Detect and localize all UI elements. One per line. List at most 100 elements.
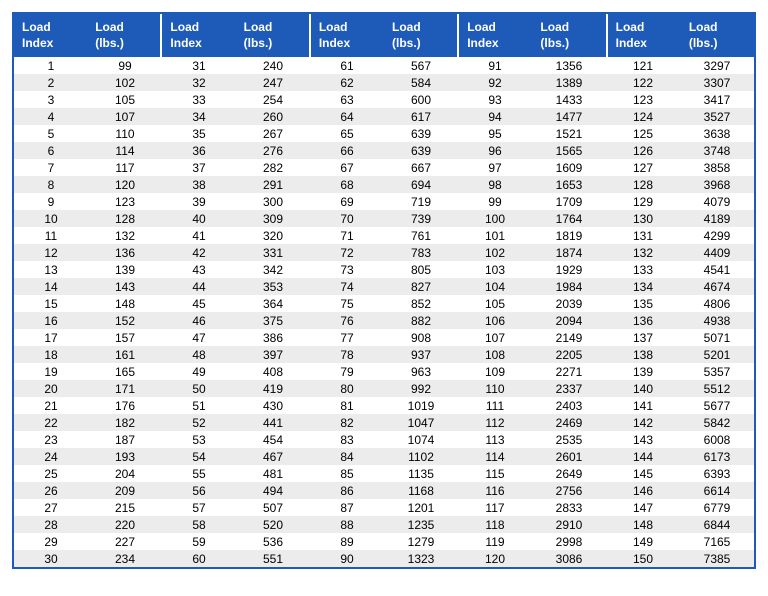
cell-load-index: 38 xyxy=(162,176,236,193)
cell-group: 199 xyxy=(14,57,162,74)
cell-load-index: 88 xyxy=(310,516,384,533)
cell-load-lbs: 132 xyxy=(88,227,162,244)
cell-group: 1041984 xyxy=(458,278,606,295)
table-row: 310533254636009314331233417 xyxy=(14,91,754,108)
cell-load-index: 67 xyxy=(310,159,384,176)
cell-group: 8120 xyxy=(14,176,162,193)
cell-group: 901323 xyxy=(310,550,458,567)
cell-load-lbs: 584 xyxy=(384,74,458,91)
table-row: 20171504198099211023371405512 xyxy=(14,380,754,397)
cell-group: 37282 xyxy=(162,159,310,176)
cell-load-lbs: 1168 xyxy=(384,482,458,499)
cell-group: 80992 xyxy=(310,380,458,397)
cell-load-index: 149 xyxy=(606,533,680,550)
cell-load-lbs: 107 xyxy=(88,108,162,125)
cell-load-index: 30 xyxy=(14,550,88,567)
cell-load-lbs: 2094 xyxy=(532,312,606,329)
cell-load-lbs: 282 xyxy=(236,159,310,176)
table-row: 252045548185113511526491456393 xyxy=(14,465,754,482)
cell-group: 941477 xyxy=(458,108,606,125)
cell-group: 851135 xyxy=(310,465,458,482)
cell-load-index: 46 xyxy=(162,312,236,329)
table-row: 221825244182104711224691425842 xyxy=(14,414,754,431)
cell-load-lbs: 6844 xyxy=(680,516,754,533)
cell-load-lbs: 220 xyxy=(88,516,162,533)
cell-load-lbs: 520 xyxy=(236,516,310,533)
cell-load-lbs: 1819 xyxy=(532,227,606,244)
cell-load-lbs: 204 xyxy=(88,465,162,482)
cell-load-lbs: 667 xyxy=(384,159,458,176)
cell-load-index: 132 xyxy=(606,244,680,261)
cell-load-index: 36 xyxy=(162,142,236,159)
cell-load-index: 136 xyxy=(606,312,680,329)
cell-load-index: 14 xyxy=(14,278,88,295)
table-row: 812038291686949816531283968 xyxy=(14,176,754,193)
cell-load-index: 108 xyxy=(458,346,532,363)
cell-group: 931433 xyxy=(458,91,606,108)
cell-load-lbs: 234 xyxy=(88,550,162,567)
cell-group: 69719 xyxy=(310,193,458,210)
cell-load-index: 59 xyxy=(162,533,236,550)
cell-load-lbs: 3417 xyxy=(680,91,754,108)
cell-group: 47386 xyxy=(162,329,310,346)
cell-group: 921389 xyxy=(458,74,606,91)
cell-load-lbs: 441 xyxy=(236,414,310,431)
cell-group: 811019 xyxy=(310,397,458,414)
cell-load-lbs: 4938 xyxy=(680,312,754,329)
cell-load-index: 101 xyxy=(458,227,532,244)
cell-group: 14143 xyxy=(14,278,162,295)
cell-load-lbs: 507 xyxy=(236,499,310,516)
cell-load-lbs: 375 xyxy=(236,312,310,329)
cell-load-lbs: 3527 xyxy=(680,108,754,125)
cell-load-lbs: 176 xyxy=(88,397,162,414)
cell-group: 31240 xyxy=(162,57,310,74)
cell-group: 5110 xyxy=(14,125,162,142)
cell-load-lbs: 120 xyxy=(88,176,162,193)
cell-group: 39300 xyxy=(162,193,310,210)
cell-load-lbs: 3086 xyxy=(532,550,606,567)
table-row: 241935446784110211426011446173 xyxy=(14,448,754,465)
cell-load-index: 1 xyxy=(14,57,88,74)
cell-load-lbs: 4409 xyxy=(680,244,754,261)
cell-group: 68694 xyxy=(310,176,458,193)
cell-load-lbs: 209 xyxy=(88,482,162,499)
cell-group: 1112403 xyxy=(458,397,606,414)
cell-group: 55481 xyxy=(162,465,310,482)
cell-load-index: 62 xyxy=(310,74,384,91)
cell-group: 51430 xyxy=(162,397,310,414)
cell-load-lbs: 157 xyxy=(88,329,162,346)
cell-load-index: 139 xyxy=(606,363,680,380)
cell-load-index: 117 xyxy=(458,499,532,516)
cell-group: 57507 xyxy=(162,499,310,516)
cell-group: 1082205 xyxy=(458,346,606,363)
cell-group: 46375 xyxy=(162,312,310,329)
cell-group: 16152 xyxy=(14,312,162,329)
cell-load-lbs: 1874 xyxy=(532,244,606,261)
cell-load-index: 96 xyxy=(458,142,532,159)
cell-load-lbs: 2271 xyxy=(532,363,606,380)
cell-load-index: 122 xyxy=(606,74,680,91)
cell-load-index: 74 xyxy=(310,278,384,295)
header-group: Load IndexLoad (lbs.) xyxy=(162,14,310,57)
cell-group: 1162756 xyxy=(458,482,606,499)
cell-group: 1233417 xyxy=(606,91,754,108)
cell-group: 29227 xyxy=(14,533,162,550)
cell-load-index: 13 xyxy=(14,261,88,278)
cell-load-index: 81 xyxy=(310,397,384,414)
table-row: 15148453647585210520391354806 xyxy=(14,295,754,312)
cell-load-lbs: 102 xyxy=(88,74,162,91)
cell-load-lbs: 1521 xyxy=(532,125,606,142)
cell-load-index: 68 xyxy=(310,176,384,193)
cell-load-lbs: 2833 xyxy=(532,499,606,516)
cell-load-lbs: 331 xyxy=(236,244,310,261)
cell-load-lbs: 639 xyxy=(384,125,458,142)
cell-group: 1375071 xyxy=(606,329,754,346)
cell-group: 971609 xyxy=(458,159,606,176)
cell-group: 1001764 xyxy=(458,210,606,227)
cell-group: 991709 xyxy=(458,193,606,210)
header-group: Load IndexLoad (lbs.) xyxy=(311,14,459,57)
cell-group: 1304189 xyxy=(606,210,754,227)
cell-group: 74827 xyxy=(310,278,458,295)
cell-group: 58520 xyxy=(162,516,310,533)
cell-load-index: 105 xyxy=(458,295,532,312)
